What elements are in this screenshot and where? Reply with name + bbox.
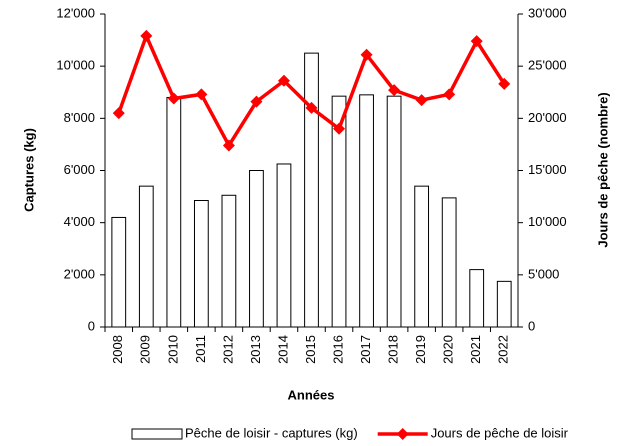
x-tick-label: 2012 (220, 335, 235, 364)
y-axis-title: Captures (kg) (21, 128, 36, 212)
bar (441, 197, 457, 328)
x-tick-label: 2019 (413, 335, 428, 364)
y-tick-label: 10'000 (56, 58, 95, 73)
x-tick-label: 2010 (165, 335, 180, 364)
x-tick-label: 2015 (303, 335, 318, 364)
x-axis-title: Années (288, 387, 335, 402)
marker (415, 94, 428, 107)
marker (195, 88, 208, 101)
marker (140, 29, 153, 42)
legend-label: Jours de pêche de loisir (431, 425, 569, 440)
x-tick-label: 2013 (248, 335, 263, 364)
x-tick-label: 2011 (193, 335, 208, 363)
x-tick-label: 2017 (358, 335, 373, 364)
bar (111, 216, 127, 328)
x-tick-label: 2021 (468, 335, 483, 364)
marker (388, 84, 401, 97)
bar (414, 185, 430, 328)
y-tick-label: 12'000 (56, 5, 95, 20)
legend-swatch (131, 428, 183, 440)
marker (305, 101, 318, 114)
bar (221, 194, 237, 328)
x-tick-label: 2008 (110, 335, 125, 364)
y-tick-label: 6'000 (64, 162, 95, 177)
y2-axis-title: Jours de pêche (nombre) (595, 92, 610, 247)
x-tick-label: 2016 (330, 335, 345, 364)
x-tick-label: 2020 (441, 335, 456, 364)
marker (222, 139, 235, 152)
bar (386, 95, 402, 328)
marker (112, 107, 125, 120)
bar (193, 199, 209, 328)
x-tick-label: 2022 (496, 335, 511, 364)
bar (331, 95, 347, 328)
legend-marker (396, 428, 409, 440)
legend-label: Pêche de loisir - captures (kg) (185, 425, 358, 440)
marker (250, 95, 263, 108)
y2-tick-label: 15'000 (528, 162, 567, 177)
bar (469, 269, 485, 328)
bar (138, 185, 154, 328)
y-tick-label: 8'000 (64, 110, 95, 125)
y2-tick-label: 20'000 (528, 110, 567, 125)
bar (359, 94, 374, 328)
y2-tick-label: 10'000 (528, 214, 567, 229)
y2-tick-label: 30'000 (528, 5, 567, 20)
marker (167, 92, 180, 105)
marker (277, 74, 290, 87)
y-tick-label: 0 (88, 318, 95, 333)
bar (304, 52, 319, 328)
bar (276, 163, 292, 328)
bar (249, 170, 264, 328)
x-tick-label: 2014 (275, 335, 290, 364)
marker (470, 35, 483, 48)
bar (496, 280, 512, 328)
y2-tick-label: 0 (528, 318, 535, 333)
marker (360, 48, 373, 61)
marker (333, 122, 346, 135)
y-tick-label: 4'000 (64, 214, 95, 229)
x-tick-label: 2009 (138, 335, 153, 364)
marker (443, 88, 456, 101)
y-tick-label: 2'000 (64, 266, 95, 281)
x-tick-label: 2018 (386, 335, 401, 364)
marker (498, 77, 511, 90)
y2-tick-label: 25'000 (528, 58, 567, 73)
y2-tick-label: 5'000 (528, 266, 559, 281)
bar (166, 96, 182, 328)
